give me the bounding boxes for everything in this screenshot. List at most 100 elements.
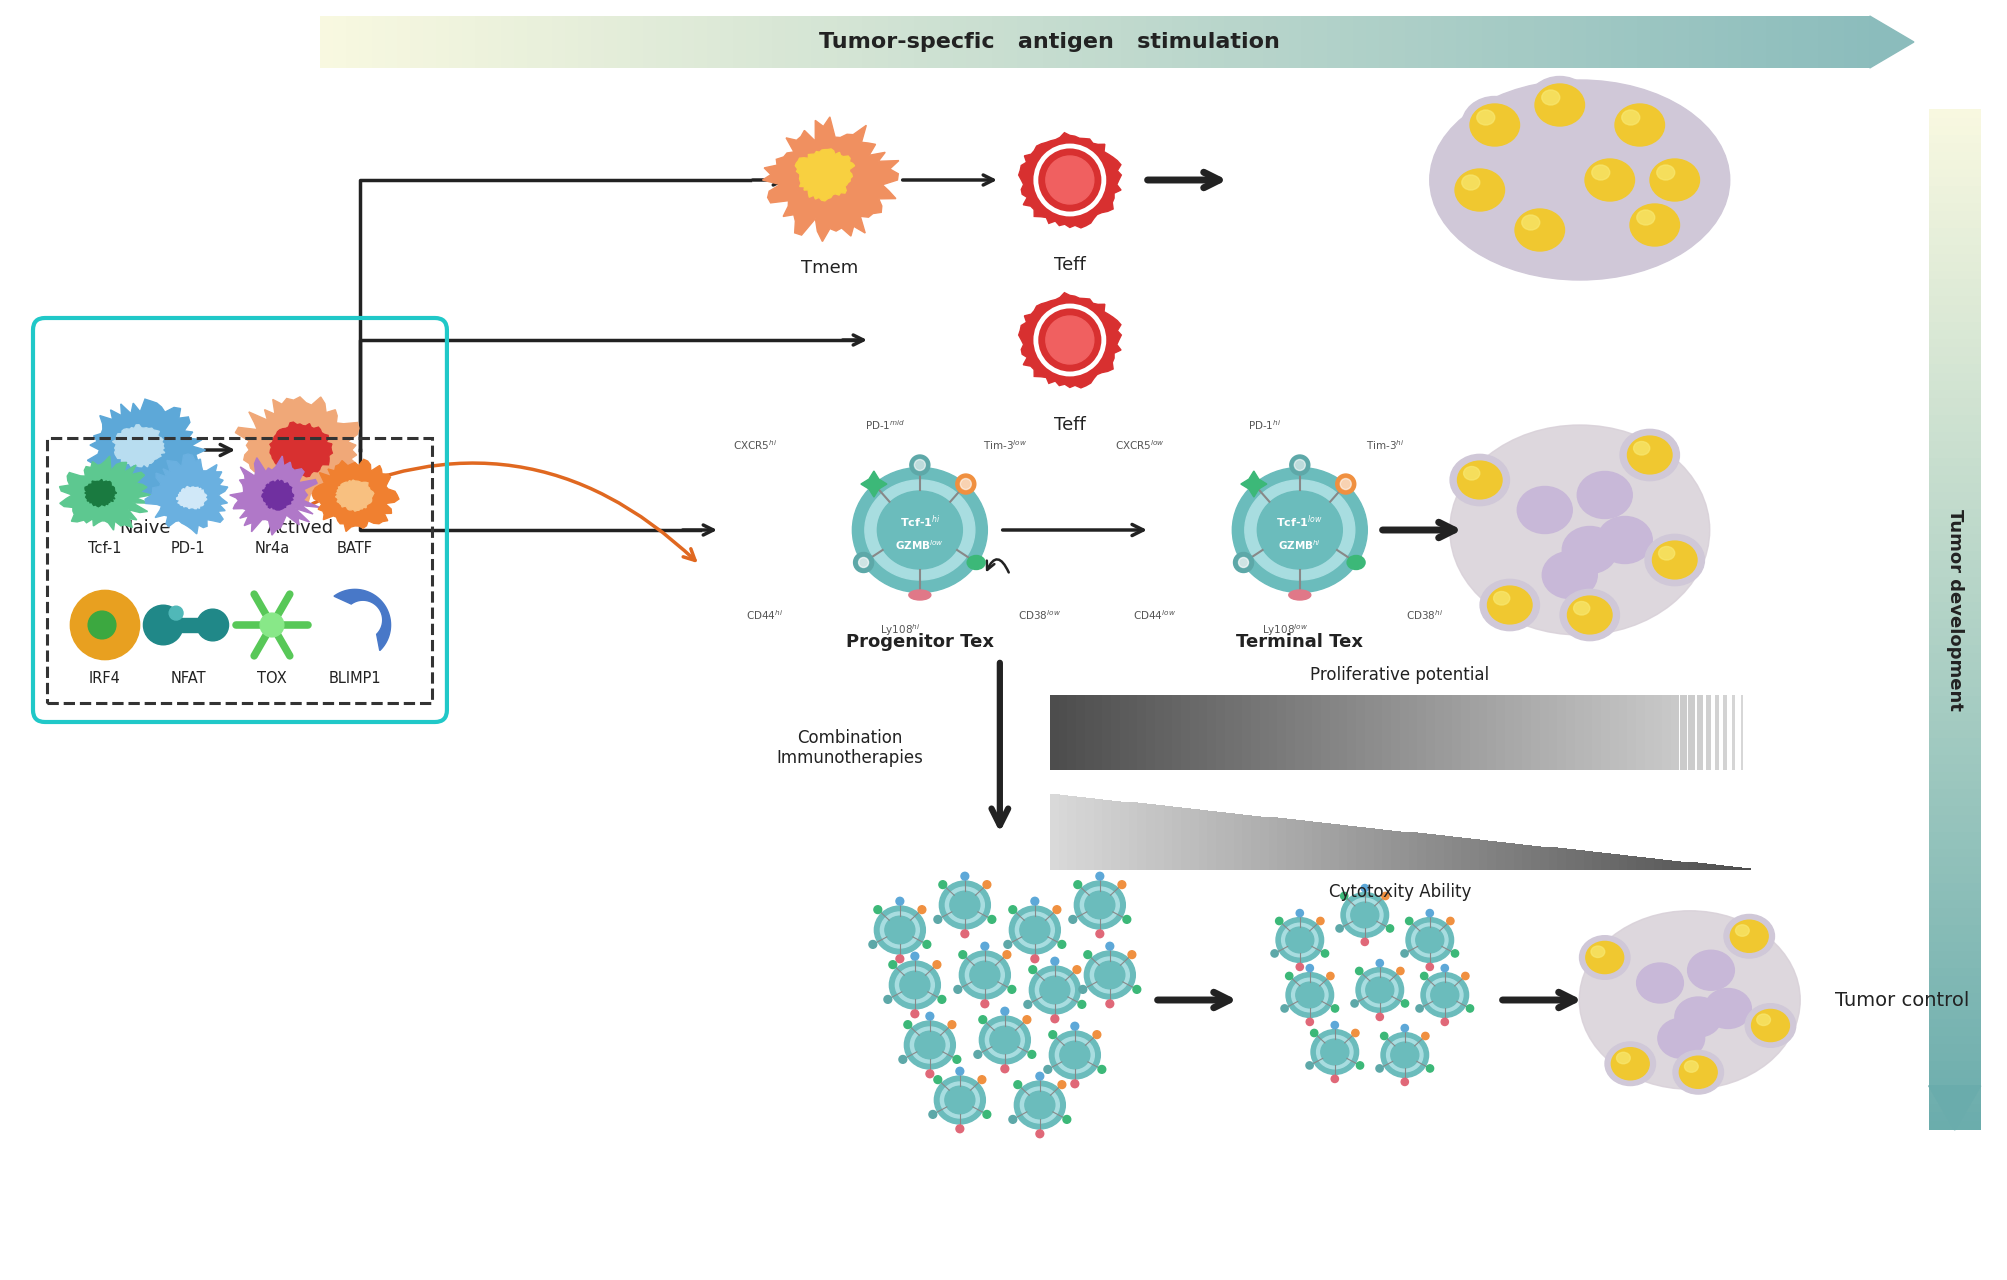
Bar: [1262, 15, 1276, 68]
Bar: [1274, 15, 1288, 68]
Circle shape: [925, 1012, 933, 1020]
Bar: [1626, 856, 1636, 870]
Circle shape: [1317, 918, 1323, 924]
Bar: [436, 15, 450, 68]
Bar: [1929, 356, 1979, 365]
Circle shape: [983, 1111, 989, 1119]
Bar: [1435, 695, 1463, 771]
Bar: [1929, 186, 1979, 195]
Bar: [1929, 475, 1979, 484]
Ellipse shape: [889, 961, 939, 1009]
Text: IRF4: IRF4: [88, 671, 120, 686]
Bar: [1373, 828, 1383, 870]
Circle shape: [923, 941, 931, 948]
Bar: [1417, 15, 1431, 68]
Bar: [1146, 695, 1200, 771]
Circle shape: [937, 996, 945, 1004]
Bar: [1120, 801, 1130, 870]
Bar: [1929, 814, 1979, 824]
Text: Tumor-specfic   antigen   stimulation: Tumor-specfic antigen stimulation: [819, 32, 1280, 52]
Ellipse shape: [885, 916, 915, 943]
Polygon shape: [333, 589, 391, 650]
Circle shape: [1375, 1065, 1383, 1073]
Bar: [1929, 645, 1979, 654]
Ellipse shape: [1449, 454, 1509, 506]
Circle shape: [1381, 1033, 1387, 1039]
Ellipse shape: [1016, 911, 1054, 948]
Bar: [1313, 695, 1351, 771]
Ellipse shape: [1586, 941, 1624, 974]
Ellipse shape: [1447, 161, 1511, 219]
Circle shape: [1036, 1073, 1044, 1080]
Circle shape: [1405, 918, 1413, 924]
Bar: [1740, 15, 1754, 68]
Bar: [1929, 118, 1979, 127]
Ellipse shape: [1256, 492, 1341, 570]
Bar: [1929, 788, 1979, 799]
Bar: [1929, 1103, 1979, 1114]
Bar: [1929, 338, 1979, 348]
Circle shape: [1096, 872, 1104, 881]
Text: CD38$^{low}$: CD38$^{low}$: [1018, 608, 1062, 622]
Polygon shape: [60, 456, 151, 530]
Bar: [1044, 15, 1056, 68]
Polygon shape: [335, 480, 373, 511]
Ellipse shape: [1050, 1030, 1100, 1079]
Ellipse shape: [1636, 210, 1654, 225]
Bar: [1198, 695, 1246, 771]
Bar: [1929, 134, 1979, 145]
Bar: [1284, 819, 1295, 870]
Bar: [1929, 492, 1979, 500]
Polygon shape: [269, 422, 333, 476]
Circle shape: [1128, 951, 1136, 959]
Bar: [1929, 840, 1979, 850]
Bar: [1929, 823, 1979, 832]
Bar: [1929, 543, 1979, 552]
Polygon shape: [229, 456, 319, 535]
Bar: [785, 15, 799, 68]
Ellipse shape: [1622, 197, 1688, 253]
Bar: [1557, 849, 1565, 870]
Bar: [1276, 695, 1319, 771]
Bar: [1180, 808, 1190, 870]
Circle shape: [973, 1051, 981, 1059]
Bar: [1405, 15, 1419, 68]
Text: CD44$^{hi}$: CD44$^{hi}$: [747, 608, 783, 622]
Bar: [1224, 695, 1270, 771]
Bar: [939, 15, 953, 68]
Ellipse shape: [979, 1016, 1030, 1064]
Bar: [1929, 109, 1979, 119]
Bar: [1373, 695, 1407, 771]
Bar: [1636, 15, 1650, 68]
Bar: [1929, 237, 1979, 246]
Circle shape: [977, 1016, 985, 1024]
Bar: [887, 15, 901, 68]
Bar: [1670, 695, 1678, 771]
Ellipse shape: [1734, 924, 1748, 936]
Bar: [1507, 15, 1521, 68]
Bar: [1184, 15, 1198, 68]
Circle shape: [1048, 1030, 1056, 1038]
Text: Naive: Naive: [118, 518, 171, 538]
Bar: [1929, 364, 1979, 374]
Bar: [1929, 942, 1979, 951]
Ellipse shape: [1567, 596, 1612, 634]
Circle shape: [929, 1111, 937, 1119]
Ellipse shape: [1080, 887, 1118, 923]
Bar: [1929, 959, 1979, 969]
Ellipse shape: [899, 972, 929, 998]
Ellipse shape: [949, 891, 979, 919]
Bar: [1929, 1001, 1979, 1011]
Ellipse shape: [1606, 96, 1672, 154]
Ellipse shape: [1455, 169, 1503, 211]
Ellipse shape: [903, 1021, 955, 1069]
Bar: [488, 15, 502, 68]
Ellipse shape: [1014, 1082, 1066, 1129]
Bar: [1391, 15, 1405, 68]
Circle shape: [853, 553, 873, 572]
Bar: [1732, 867, 1742, 870]
Bar: [1355, 827, 1365, 870]
Circle shape: [1415, 1005, 1423, 1012]
Bar: [1315, 15, 1329, 68]
Bar: [1146, 15, 1160, 68]
